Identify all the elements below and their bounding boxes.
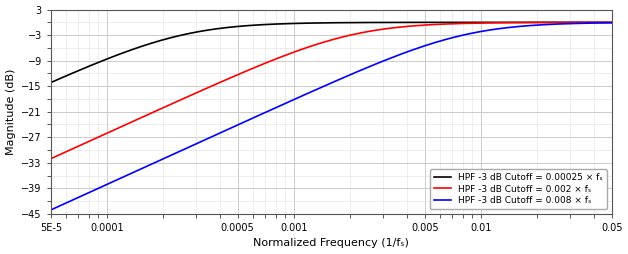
HPF -3 dB Cutoff = 0.008 × fₛ [608, 21, 615, 24]
HPF -3 dB Cutoff = 0.002 × fₛ [536, 21, 544, 24]
HPF -3 dB Cutoff = 0.00025 × fₛ [262, 23, 269, 26]
HPF -3 dB Cutoff = 0.008 × fₛ [144, 164, 152, 167]
HPF -3 dB Cutoff = 0.008 × fₛ [597, 21, 604, 24]
Line: HPF -3 dB Cutoff = 0.002 × fₛ: HPF -3 dB Cutoff = 0.002 × fₛ [51, 22, 612, 159]
Line: HPF -3 dB Cutoff = 0.008 × fₛ: HPF -3 dB Cutoff = 0.008 × fₛ [51, 23, 612, 210]
HPF -3 dB Cutoff = 0.008 × fₛ [47, 209, 55, 212]
HPF -3 dB Cutoff = 0.00025 × fₛ [286, 22, 294, 25]
HPF -3 dB Cutoff = 0.002 × fₛ [111, 128, 119, 131]
HPF -3 dB Cutoff = 0.008 × fₛ [262, 111, 269, 114]
HPF -3 dB Cutoff = 0.002 × fₛ [144, 113, 152, 116]
HPF -3 dB Cutoff = 0.00025 × fₛ [597, 21, 604, 24]
HPF -3 dB Cutoff = 0.008 × fₛ [536, 23, 544, 26]
HPF -3 dB Cutoff = 0.00025 × fₛ [144, 43, 152, 46]
X-axis label: Normalized Frequency (1/fₛ): Normalized Frequency (1/fₛ) [253, 239, 409, 248]
HPF -3 dB Cutoff = 0.00025 × fₛ [536, 21, 544, 24]
Y-axis label: Magnitude (dB): Magnitude (dB) [6, 69, 16, 155]
HPF -3 dB Cutoff = 0.00025 × fₛ [608, 21, 615, 24]
Line: HPF -3 dB Cutoff = 0.00025 × fₛ: HPF -3 dB Cutoff = 0.00025 × fₛ [51, 22, 612, 83]
HPF -3 dB Cutoff = 0.002 × fₛ [262, 61, 269, 65]
HPF -3 dB Cutoff = 0.00025 × fₛ [47, 81, 55, 84]
HPF -3 dB Cutoff = 0.008 × fₛ [286, 100, 294, 103]
HPF -3 dB Cutoff = 0.002 × fₛ [608, 21, 615, 24]
Legend: HPF -3 dB Cutoff = 0.00025 × fₛ, HPF -3 dB Cutoff = 0.002 × fₛ, HPF -3 dB Cutoff: HPF -3 dB Cutoff = 0.00025 × fₛ, HPF -3 … [430, 169, 607, 209]
HPF -3 dB Cutoff = 0.008 × fₛ [111, 179, 119, 182]
HPF -3 dB Cutoff = 0.002 × fₛ [47, 157, 55, 160]
HPF -3 dB Cutoff = 0.002 × fₛ [286, 52, 294, 55]
HPF -3 dB Cutoff = 0.002 × fₛ [597, 21, 604, 24]
HPF -3 dB Cutoff = 0.00025 × fₛ [111, 54, 119, 57]
